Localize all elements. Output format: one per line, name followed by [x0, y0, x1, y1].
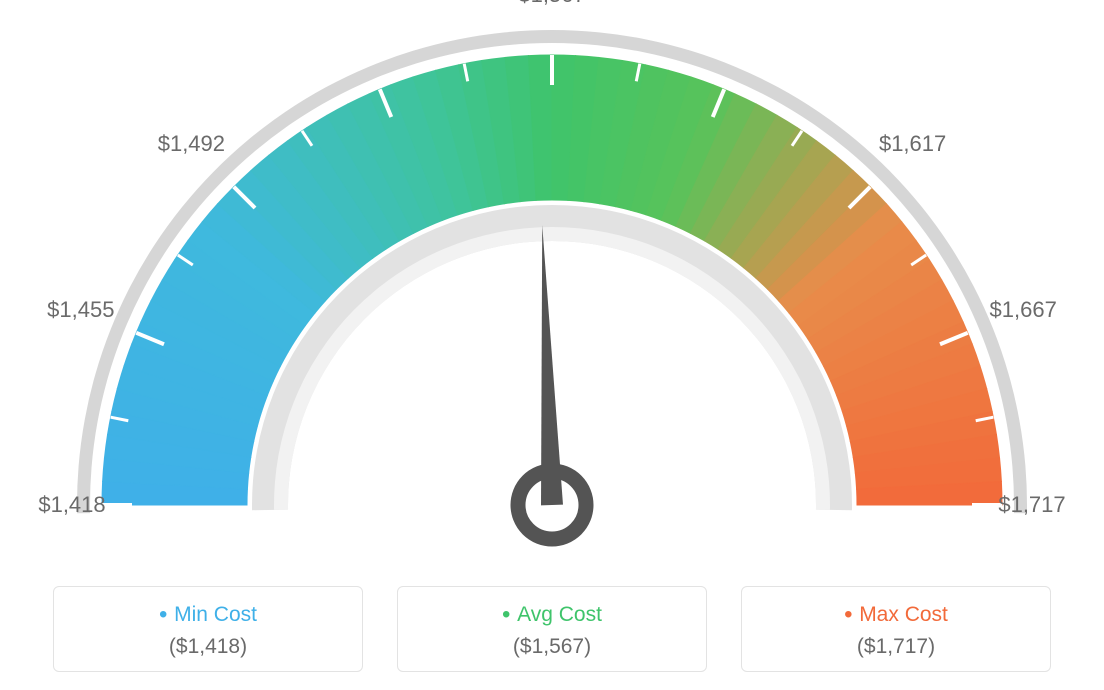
gauge-tick-label: $1,617 [879, 131, 946, 157]
legend-card-min: Min Cost ($1,418) [53, 586, 363, 672]
legend-card-avg: Avg Cost ($1,567) [397, 586, 707, 672]
gauge-tick-label: $1,567 [518, 0, 585, 8]
legend-value-min: ($1,418) [64, 635, 352, 659]
legend-title-min: Min Cost [64, 601, 352, 629]
legend-title-max: Max Cost [752, 601, 1040, 629]
legend-value-max: ($1,717) [752, 635, 1040, 659]
gauge-chart-container: $1,418 $1,455 $1,492 $1,567 $1,617 $1,667 $1,7… [0, 0, 1104, 690]
gauge-tick-label: $1,492 [158, 131, 225, 157]
gauge-tick-label: $1,418 [38, 492, 105, 518]
gauge-tick-label: $1,455 [47, 297, 114, 323]
legend-card-max: Max Cost ($1,717) [741, 586, 1051, 672]
gauge-tick-label: $1,717 [998, 492, 1065, 518]
legend-title-avg: Avg Cost [408, 601, 696, 629]
gauge-area: $1,418 $1,455 $1,492 $1,567 $1,617 $1,667 $1,7… [0, 0, 1104, 560]
legend-value-avg: ($1,567) [408, 635, 696, 659]
gauge-tick-label: $1,667 [990, 297, 1057, 323]
legend-row: Min Cost ($1,418) Avg Cost ($1,567) Max … [0, 586, 1104, 672]
gauge-svg [0, 0, 1104, 560]
